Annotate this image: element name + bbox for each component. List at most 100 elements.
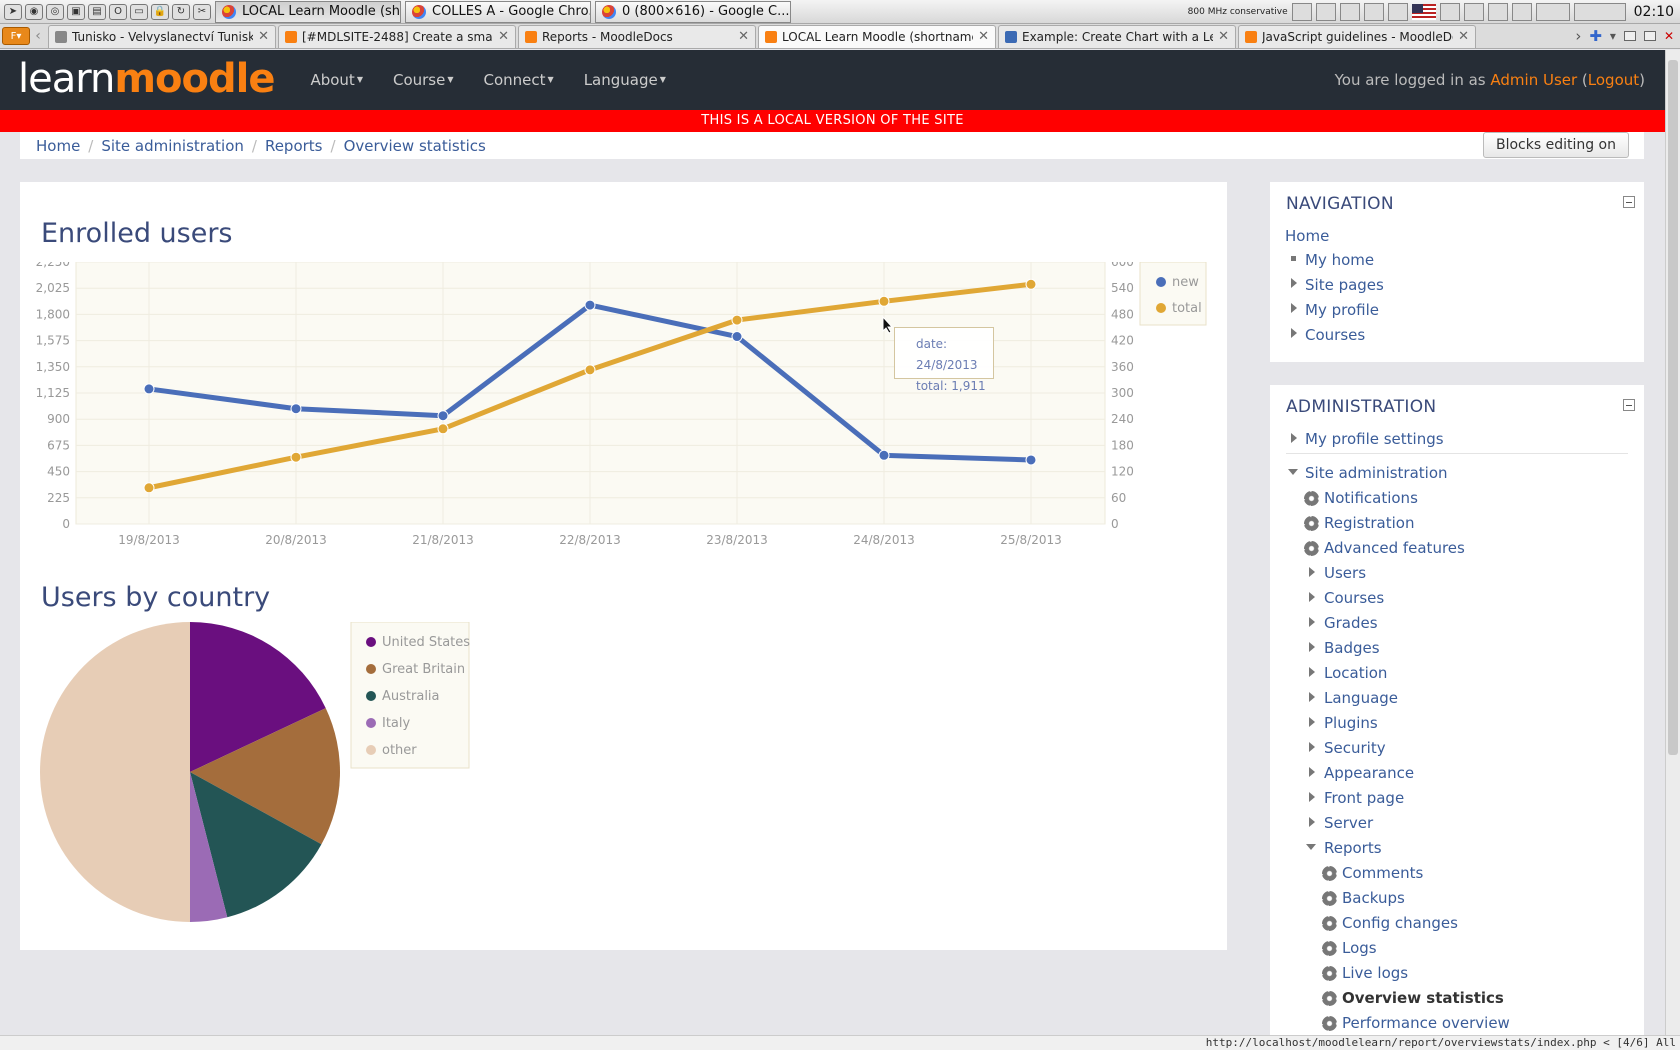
menu-connect[interactable]: Connect ▼ bbox=[483, 71, 554, 89]
expand-arrow-icon[interactable] bbox=[1291, 433, 1297, 443]
scrollbar-thumb[interactable] bbox=[1668, 60, 1678, 755]
expand-arrow-icon[interactable] bbox=[1291, 328, 1297, 338]
expand-arrow-icon[interactable] bbox=[1309, 567, 1315, 577]
list-all-tabs-icon[interactable]: ▾ bbox=[1609, 29, 1616, 43]
folder-icon[interactable]: ▣ bbox=[67, 3, 85, 20]
blocks-editing-button[interactable]: Blocks editing on bbox=[1482, 131, 1629, 158]
expand-arrow-icon[interactable] bbox=[1291, 303, 1297, 313]
firefox-menu-button[interactable]: F ▾ bbox=[2, 27, 30, 45]
admin-item-registration[interactable]: Registration bbox=[1324, 514, 1415, 532]
browser-tab[interactable]: Example: Create Chart with a Le... ✕ bbox=[998, 24, 1236, 48]
network-icon[interactable] bbox=[1291, 2, 1312, 21]
expand-arrow-icon[interactable] bbox=[1309, 717, 1315, 727]
keyboard-layout-flag-icon[interactable] bbox=[1411, 3, 1436, 20]
admin-item-advanced-features[interactable]: Advanced features bbox=[1324, 539, 1465, 557]
battery-icon[interactable] bbox=[1339, 2, 1360, 21]
admin-item-badges[interactable]: Badges bbox=[1324, 639, 1380, 657]
expand-arrow-icon[interactable] bbox=[1309, 667, 1315, 677]
report-item-logs[interactable]: Logs bbox=[1342, 939, 1377, 957]
breadcrumb-overview-statistics[interactable]: Overview statistics bbox=[343, 136, 486, 155]
expand-arrow-icon[interactable] bbox=[1309, 642, 1315, 652]
admin-item-grades[interactable]: Grades bbox=[1324, 614, 1378, 632]
logout-link[interactable]: Logout bbox=[1587, 71, 1640, 89]
admin-item-users[interactable]: Users bbox=[1324, 564, 1367, 582]
maximize-window-icon[interactable] bbox=[1643, 31, 1656, 41]
page-scrollbar[interactable] bbox=[1665, 50, 1680, 1035]
browser-tab[interactable]: Reports - MoodleDocs ✕ bbox=[518, 24, 756, 48]
collapse-arrow-icon[interactable] bbox=[1288, 469, 1298, 475]
close-tab-icon[interactable]: ✕ bbox=[738, 29, 749, 44]
close-tab-icon[interactable]: ✕ bbox=[498, 29, 509, 44]
breadcrumb-reports[interactable]: Reports bbox=[264, 136, 323, 155]
admin-item-reports[interactable]: Reports bbox=[1324, 839, 1382, 857]
taskbar-task-moodle[interactable]: LOCAL Learn Moodle (sh... bbox=[215, 0, 401, 23]
report-item-overview-statistics[interactable]: Overview statistics bbox=[1342, 989, 1504, 1007]
user-profile-link[interactable]: Admin User bbox=[1490, 71, 1578, 89]
report-item-performance-overview[interactable]: Performance overview bbox=[1342, 1014, 1510, 1032]
terminal-icon[interactable] bbox=[1487, 2, 1508, 21]
admin-item-front-page[interactable]: Front page bbox=[1324, 789, 1405, 807]
nav-home[interactable]: Home bbox=[1285, 227, 1330, 245]
notes-icon[interactable] bbox=[1511, 2, 1532, 21]
expand-arrow-icon[interactable] bbox=[1309, 767, 1315, 777]
close-tab-icon[interactable]: ✕ bbox=[1458, 29, 1469, 44]
chrome-icon[interactable]: ◎ bbox=[46, 3, 64, 20]
menu-language[interactable]: Language ▼ bbox=[583, 71, 666, 89]
tabs-scroll-right-icon[interactable]: › bbox=[1575, 27, 1582, 45]
nav-site-pages[interactable]: Site pages bbox=[1305, 276, 1384, 294]
report-item-config-changes[interactable]: Config changes bbox=[1342, 914, 1458, 932]
admin-site-administration[interactable]: Site administration bbox=[1305, 464, 1448, 482]
expand-arrow-icon[interactable] bbox=[1291, 278, 1297, 288]
monitor-icon[interactable] bbox=[1315, 2, 1336, 21]
nav-my-home[interactable]: My home bbox=[1305, 251, 1375, 269]
admin-item-notifications[interactable]: Notifications bbox=[1324, 489, 1418, 507]
collapse-block-icon[interactable] bbox=[1623, 399, 1635, 411]
globe-icon[interactable]: ◉ bbox=[25, 3, 43, 20]
report-item-backups[interactable]: Backups bbox=[1342, 889, 1405, 907]
expand-arrow-icon[interactable] bbox=[1309, 792, 1315, 802]
browser-tab[interactable]: [#MDLSITE-2488] Create a small ...✕ bbox=[278, 24, 516, 48]
close-tab-icon[interactable]: ✕ bbox=[978, 29, 989, 44]
menu-about[interactable]: About ▼ bbox=[310, 71, 363, 89]
report-item-comments[interactable]: Comments bbox=[1342, 864, 1424, 882]
admin-item-plugins[interactable]: Plugins bbox=[1324, 714, 1378, 732]
expand-arrow-icon[interactable] bbox=[1309, 617, 1315, 627]
opera-icon[interactable]: O bbox=[109, 3, 127, 20]
menu-course[interactable]: Course ▼ bbox=[392, 71, 454, 89]
volume-icon[interactable] bbox=[1387, 2, 1408, 21]
tabs-scroll-left-icon[interactable]: ‹ bbox=[35, 28, 41, 44]
close-window-icon[interactable]: ✕ bbox=[1663, 29, 1674, 43]
expand-arrow-icon[interactable] bbox=[1309, 742, 1315, 752]
admin-my-profile-settings[interactable]: My profile settings bbox=[1305, 430, 1444, 448]
fullscreen-icon[interactable] bbox=[1363, 2, 1384, 21]
expand-arrow-icon[interactable] bbox=[1309, 592, 1315, 602]
expand-arrow-icon[interactable] bbox=[1309, 817, 1315, 827]
browser-tab-active[interactable]: LOCAL Learn Moodle (shortname... ✕ bbox=[758, 24, 996, 48]
collapse-arrow-icon[interactable] bbox=[1306, 844, 1316, 850]
breadcrumb-site-administration[interactable]: Site administration bbox=[101, 136, 244, 155]
collapse-block-icon[interactable] bbox=[1623, 196, 1635, 208]
admin-item-language[interactable]: Language bbox=[1324, 689, 1399, 707]
nav-my-profile[interactable]: My profile bbox=[1305, 301, 1379, 319]
taskbar-task-image[interactable]: 0 (800×616) - Google C... bbox=[595, 0, 791, 23]
app-launcher-icon[interactable]: ➤ bbox=[4, 3, 22, 20]
drive-icon[interactable]: ▭ bbox=[130, 3, 148, 20]
learn-moodle-logo[interactable]: learn moodle bbox=[18, 56, 275, 102]
workspace-switcher-icon[interactable] bbox=[1535, 2, 1570, 21]
taskbar-task-colles[interactable]: COLLES A - Google Chro... bbox=[405, 0, 591, 23]
minimize-window-icon[interactable] bbox=[1623, 31, 1636, 41]
admin-item-security[interactable]: Security bbox=[1324, 739, 1386, 757]
close-tab-icon[interactable]: ✕ bbox=[1218, 29, 1229, 44]
sync-icon[interactable]: ↻ bbox=[172, 3, 190, 20]
admin-item-courses[interactable]: Courses bbox=[1324, 589, 1385, 607]
report-item-live-logs[interactable]: Live logs bbox=[1342, 964, 1409, 982]
nav-courses[interactable]: Courses bbox=[1305, 326, 1366, 344]
lock-icon[interactable]: 🔒 bbox=[151, 3, 169, 20]
browser-tab[interactable]: JavaScript guidelines - MoodleDocs ✕ bbox=[1238, 24, 1476, 48]
admin-item-appearance[interactable]: Appearance bbox=[1324, 764, 1415, 782]
files-icon[interactable]: ▤ bbox=[88, 3, 106, 20]
close-tab-icon[interactable]: ✕ bbox=[258, 29, 269, 44]
user-icon[interactable] bbox=[1463, 2, 1484, 21]
window-layout-icon[interactable] bbox=[1573, 2, 1626, 21]
admin-item-location[interactable]: Location bbox=[1324, 664, 1388, 682]
